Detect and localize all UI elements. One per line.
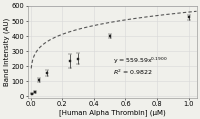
X-axis label: [Human Alpha Thrombin] (μM): [Human Alpha Thrombin] (μM): [59, 109, 165, 116]
Y-axis label: Band Intensity (AU): Band Intensity (AU): [3, 18, 10, 86]
Text: y = 559.59x$^{0.1900}$
$R^{2}$ = 0.9822: y = 559.59x$^{0.1900}$ $R^{2}$ = 0.9822: [113, 56, 168, 77]
